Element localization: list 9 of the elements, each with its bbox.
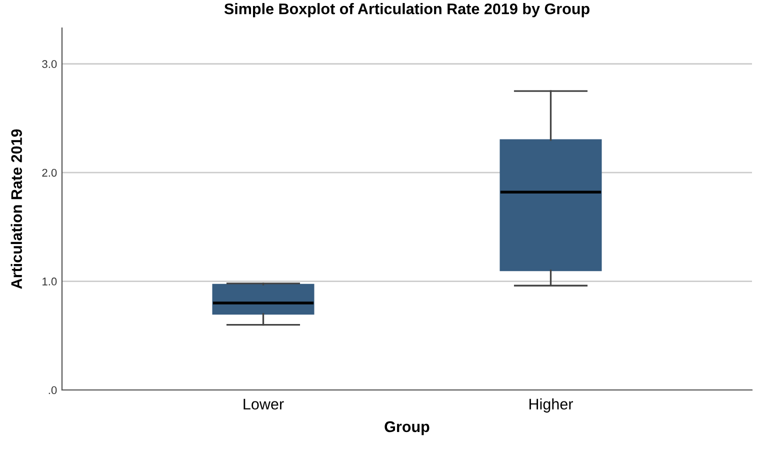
y-tick-label: 3.0 (42, 60, 57, 68)
y-axis-title: Articulation Rate 2019 (10, 129, 22, 289)
y-tick-label: 1.0 (42, 278, 57, 286)
x-axis-title: Group (384, 421, 430, 436)
y-tick-label: 2.0 (42, 168, 57, 177)
x-tick-label: Higher (530, 398, 573, 413)
chart-title: Simple Boxplot of Articulation Rate 2019 by Group (224, 3, 590, 18)
y-tick-label: .0 (48, 386, 57, 394)
x-tick-label: Lower (244, 398, 284, 410)
